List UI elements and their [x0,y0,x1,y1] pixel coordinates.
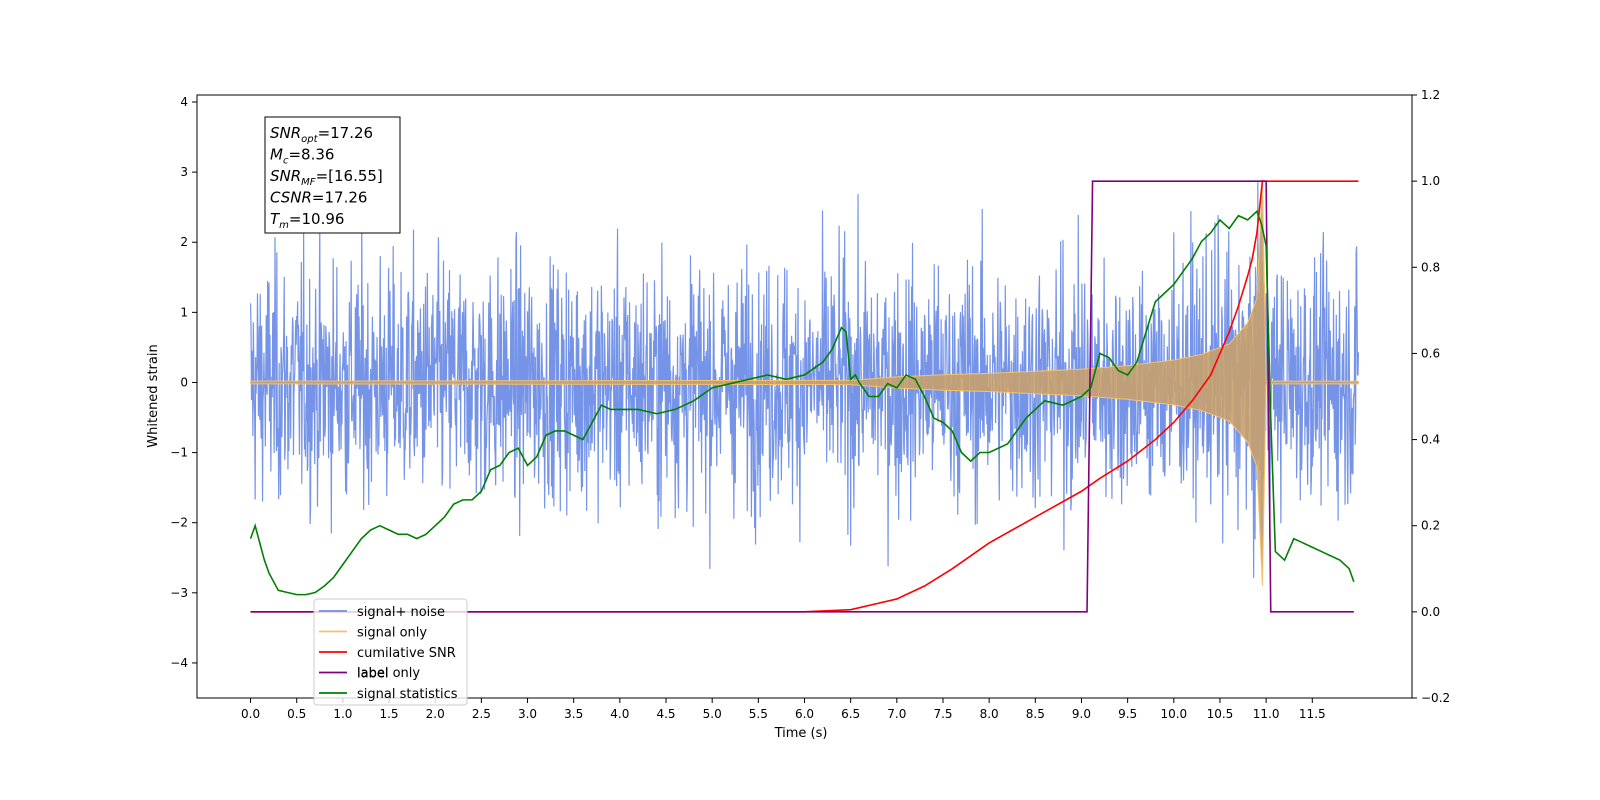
y2-tick-label: 0.8 [1421,260,1440,274]
y-axis-right: 1.2 1.0 0.8 0.6 0.4 0.2 0.0 −0.2 [1412,88,1450,705]
y2-tick-label: 0.6 [1421,346,1440,360]
y2-tick-label: −0.2 [1421,691,1450,705]
x-tick-label: 8.5 [1026,707,1045,721]
legend-entry-label: label [357,667,388,682]
x-tick-label: 9.0 [1072,707,1091,721]
y2-tick-label: 1.2 [1421,88,1440,102]
y-tick-label: −1 [170,446,188,460]
y-axis-label: Whitened strain [146,344,161,447]
y2-tick-label: 0.2 [1421,519,1440,533]
y-tick-label: 1 [180,305,188,319]
series-signal-statistics [249,209,1355,596]
legend-entry-label: signal only [357,626,427,641]
x-tick-label: 11.0 [1253,707,1280,721]
y-tick-label: 3 [180,165,188,179]
annotation-line: SNRMF=[16.55] [270,167,383,188]
y-tick-label: −2 [170,516,188,530]
y2-tick-label: 0.4 [1421,433,1440,447]
y2-tick-label: 1.0 [1421,174,1440,188]
x-tick-label: 0.5 [287,707,306,721]
x-tick-label: 6.0 [795,707,814,721]
series-cumilative-snr [250,180,1359,613]
x-tick-label: 4.0 [610,707,629,721]
y-tick-label: 0 [180,375,188,389]
x-tick-label: 7.0 [887,707,906,721]
x-tick-label: 6.5 [841,707,860,721]
annotation-frame [264,116,401,234]
series-signal-plus-noise [249,182,1360,578]
annotation-line: SNRopt=17.26 [270,124,373,145]
x-tick-label: 3.0 [518,707,537,721]
x-tick-label: 5.5 [749,707,768,721]
legend: label only signal+ noise signal only cumila… [313,598,468,706]
legend-ghost-label: label only [357,666,420,681]
x-tick-label: 8.0 [980,707,999,721]
legend-entry-label: signal+ noise [357,605,445,620]
x-axis: 0.0 0.5 1.0 1.5 2.0 2.5 3.0 3.5 4.0 4.5 5.0 5.5 6.0 6… [241,698,1326,721]
x-tick-label: 2.5 [472,707,491,721]
x-tick-label: 5.0 [703,707,722,721]
x-tick-label: 1.0 [333,707,352,721]
y-tick-label: −3 [170,586,188,600]
x-tick-label: 0.0 [241,707,260,721]
plot-area [249,179,1360,613]
series-label [250,180,1354,613]
annotation-line: Mc=8.36 [270,146,334,167]
annotation-line: CSNR=17.26 [270,189,367,207]
legend-entry-label: cumilative SNR [357,646,456,661]
x-tick-label: 1.5 [379,707,398,721]
annotation-line: Tm=10.96 [270,210,344,231]
y2-tick-label: 0.0 [1421,605,1440,619]
legend-entry-label: signal statistics [357,687,458,702]
x-tick-label: 7.5 [933,707,952,721]
series-signal-only [250,179,1359,586]
y-axis-left: 4 3 2 1 0 −1 −2 −3 −4 [170,95,197,670]
y-tick-label: −4 [170,656,188,670]
x-axis-label: Time (s) [774,726,828,741]
x-tick-label: 2.0 [426,707,445,721]
x-tick-label: 10.5 [1207,707,1234,721]
x-tick-label: 3.5 [564,707,583,721]
y-tick-label: 2 [180,235,188,249]
x-tick-label: 10.0 [1160,707,1187,721]
x-tick-label: 9.5 [1118,707,1137,721]
x-tick-label: 4.5 [656,707,675,721]
legend-frame [313,598,468,706]
y-tick-label: 4 [180,95,188,109]
stats-annotation-box: SNRopt=17.26Mc=8.36SNRMF=[16.55]CSNR=17.… [264,116,401,234]
x-tick-label: 11.5 [1299,707,1326,721]
